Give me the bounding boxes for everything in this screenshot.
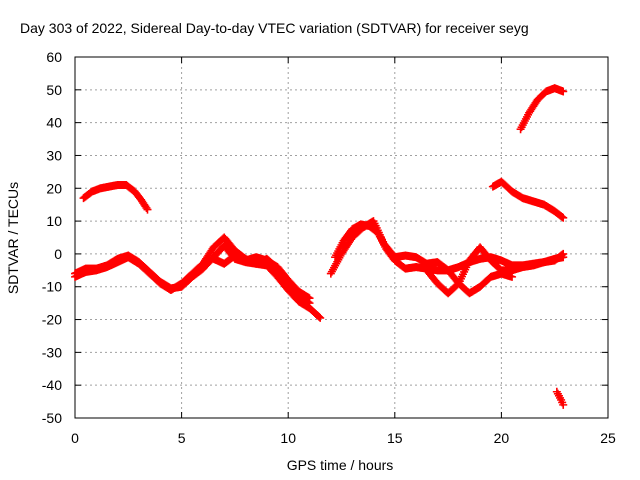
data-point (305, 294, 314, 303)
axis-ticks (74, 56, 609, 419)
y-tick-label: 30 (46, 147, 62, 163)
y-tick-label: 50 (46, 82, 62, 98)
y-axis-label: SDTVAR / TECUs (5, 182, 21, 294)
y-tick-label: -30 (42, 344, 62, 360)
series-upper-arc-C (516, 84, 568, 134)
series-upper-arc-A (79, 180, 152, 214)
data-point (558, 212, 567, 221)
y-tick-label: -40 (42, 377, 62, 393)
data-point (559, 87, 568, 96)
x-tick-label: 0 (71, 430, 79, 446)
x-axis-label: GPS time / hours (287, 457, 394, 473)
y-tick-label: 20 (46, 180, 62, 196)
data-point (558, 250, 567, 259)
data-point (316, 313, 325, 322)
y-tick-label: -20 (42, 312, 62, 328)
series-main-track-5 (326, 217, 517, 298)
data-point (142, 203, 151, 212)
data-marks (71, 84, 568, 409)
y-tick-label: 0 (54, 246, 62, 262)
y-tick-label: -50 (42, 410, 62, 426)
series-lower-arc-D (552, 387, 568, 409)
data-point (315, 312, 324, 321)
x-tick-label: 15 (387, 430, 403, 446)
y-tick-label: 40 (46, 115, 62, 131)
x-tick-label: 25 (600, 430, 616, 446)
data-point (559, 249, 568, 258)
series-upper-arc-B (488, 177, 568, 222)
data-point (559, 400, 568, 409)
plot-frame (74, 56, 609, 419)
x-tick-label: 5 (178, 430, 186, 446)
y-tick-label: 60 (46, 49, 62, 65)
series-main-track-3 (209, 251, 314, 303)
tick-labels: 0 5 10 15 20 25 -50 -40 -30 -20 -10 0 10 20 30 40 50 60 (42, 49, 616, 446)
data-point (559, 213, 568, 222)
x-tick-label: 10 (280, 430, 296, 446)
data-point (143, 205, 152, 214)
chart-title: Day 303 of 2022, Sidereal Day-to-day VTE… (20, 20, 529, 36)
series-main-track-6 (422, 243, 568, 298)
y-tick-label: -10 (42, 279, 62, 295)
y-tick-label: 10 (46, 213, 62, 229)
x-tick-label: 20 (494, 430, 510, 446)
